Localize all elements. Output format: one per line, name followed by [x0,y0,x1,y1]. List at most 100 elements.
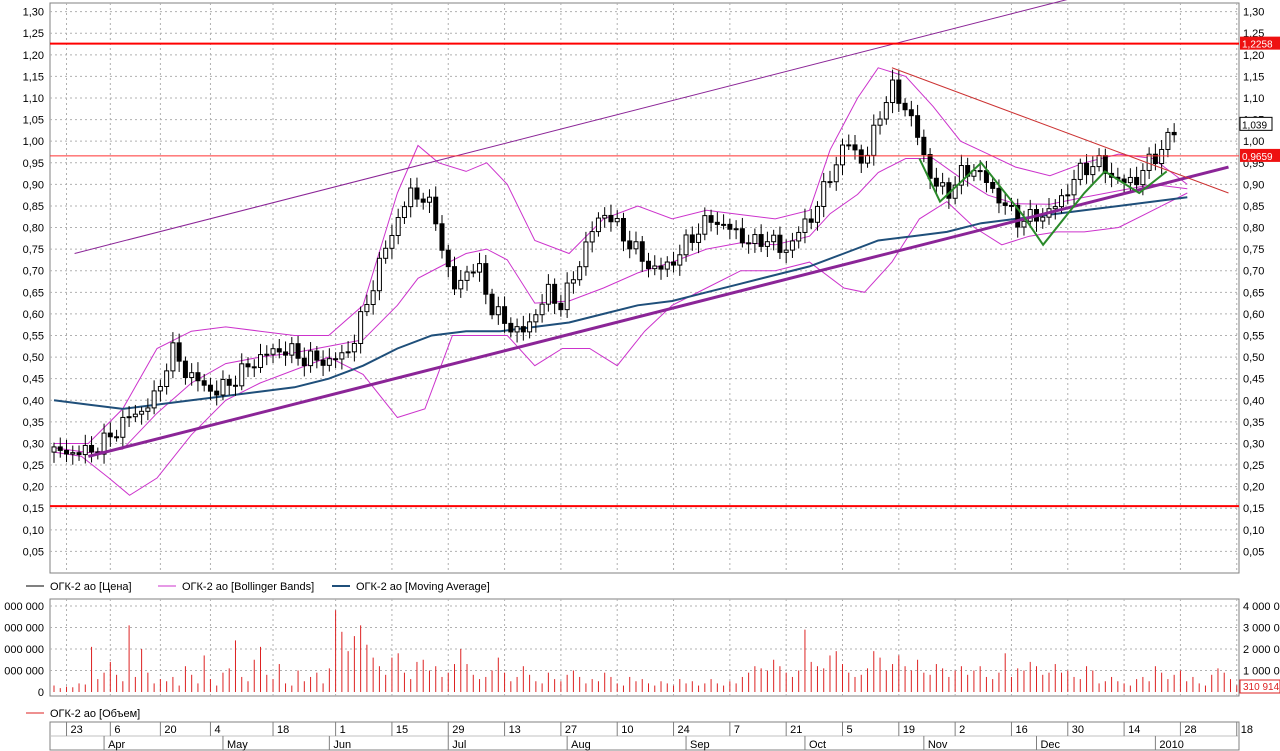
candle-down [214,390,220,396]
y-tick-left: 0,30 [23,438,44,450]
candle-up [1159,148,1165,165]
candle-down [439,223,445,251]
candle-up [664,261,670,270]
candle-down [245,363,251,368]
candle-up [464,271,470,281]
zigzag-pattern [918,158,1168,247]
candle-up [702,215,708,235]
candle-up [358,311,364,344]
candle-up [589,231,595,243]
candle-down [107,432,113,438]
month-tick-label: Oct [809,739,826,751]
volume-legend: ОГК-2 ао [Объем] [26,708,140,720]
vol-y-tick-right: 1 000 000 [1243,666,1280,678]
candle-up [1008,204,1014,207]
candle-down [470,271,476,274]
candle-down [746,242,752,245]
y-tick-right: 0,30 [1243,438,1264,450]
candle-down [946,182,952,199]
candle-down [195,372,201,382]
candle-down [552,283,558,304]
month-tick-label: Apr [108,739,125,751]
y-tick-left: 1,15 [23,71,44,83]
candle-down [320,359,326,366]
x-tick-label: 28 [1184,724,1196,736]
candle-up [1065,194,1071,197]
y-tick-left: 0,60 [23,309,44,321]
candle-up [370,290,376,306]
candle-down [827,181,833,184]
x-axis-month-ticks: Apr May Jun Jul Aug Sep Oct Nov Dec 2010 [103,736,1184,751]
candle-up [564,282,570,311]
candle-up [652,265,658,270]
candle-up [545,283,551,305]
x-tick-label: 5 [846,724,852,736]
y-tick-left: 0,95 [23,158,44,170]
candle-down [858,149,864,164]
candle-down [808,218,814,223]
candle-up [458,279,464,290]
candle-up [633,241,639,250]
candle-down [902,102,908,111]
candle-up [308,350,314,367]
candle-up [239,363,245,387]
vol-y-tick-left: 0 [38,687,44,699]
horizontal-levels [50,42,1239,508]
y-tick-right: 0,40 [1243,395,1264,407]
candle-up [139,410,145,415]
candle-up [51,446,57,453]
month-tick-label: Sep [690,739,710,751]
level-tag-label: 0,9659 [1242,152,1273,163]
candle-down [915,115,921,138]
candle-up [595,217,601,233]
candle-down [896,79,902,104]
x-tick-label: 4 [214,724,220,736]
price-gridlines [50,3,1239,573]
moving-average-line [53,196,1188,410]
y-tick-left: 0,35 [23,417,44,429]
candle-up [351,342,357,353]
candle-down [502,306,508,324]
y-tick-right: 0,25 [1243,460,1264,472]
bollinger-upper-line [54,67,1188,444]
candle-up [151,390,157,409]
level-tag-label: 1,2258 [1242,40,1273,51]
candle-down [1015,204,1021,228]
candle-down [1134,176,1140,186]
candle-down [520,326,526,333]
candle-up [796,231,802,242]
legend-label-volume: ОГК-2 ао [Объем] [50,708,140,720]
candle-up [614,217,620,223]
candle-down [433,196,439,225]
bollinger-middle-line [53,158,1188,454]
candle-up [326,358,332,366]
candle-up [364,304,370,313]
candle-up [82,444,88,456]
candle-up [783,249,789,253]
candle-up [871,124,877,156]
candle-up [101,432,107,455]
month-tick-label: Jul [452,739,466,751]
candle-down [620,217,626,242]
candle-up [764,241,770,247]
volume-last-value: 310 914 [1243,682,1280,693]
y-tick-right: 0,70 [1243,266,1264,278]
candle-down [627,240,633,250]
x-tick-label: 16 [1015,724,1027,736]
trendlines [74,0,1229,458]
y-tick-right: 1,30 [1243,7,1264,19]
x-tick-label: 18 [277,724,289,736]
trendline [891,67,1229,194]
x-tick-label: 20 [164,724,176,736]
candle-down [483,263,489,295]
y-tick-right: 0,20 [1243,482,1264,494]
vol-y-tick-left: 000 000 [4,601,44,613]
candle-up [1071,178,1077,196]
candle-up [345,351,351,354]
month-tick-label: Nov [928,739,948,751]
candle-down [207,384,213,392]
y-tick-left: 0,85 [23,201,44,213]
y-tick-right: 1,10 [1243,93,1264,105]
trendline [87,165,1229,458]
x-tick-label: 18 [1241,724,1253,736]
